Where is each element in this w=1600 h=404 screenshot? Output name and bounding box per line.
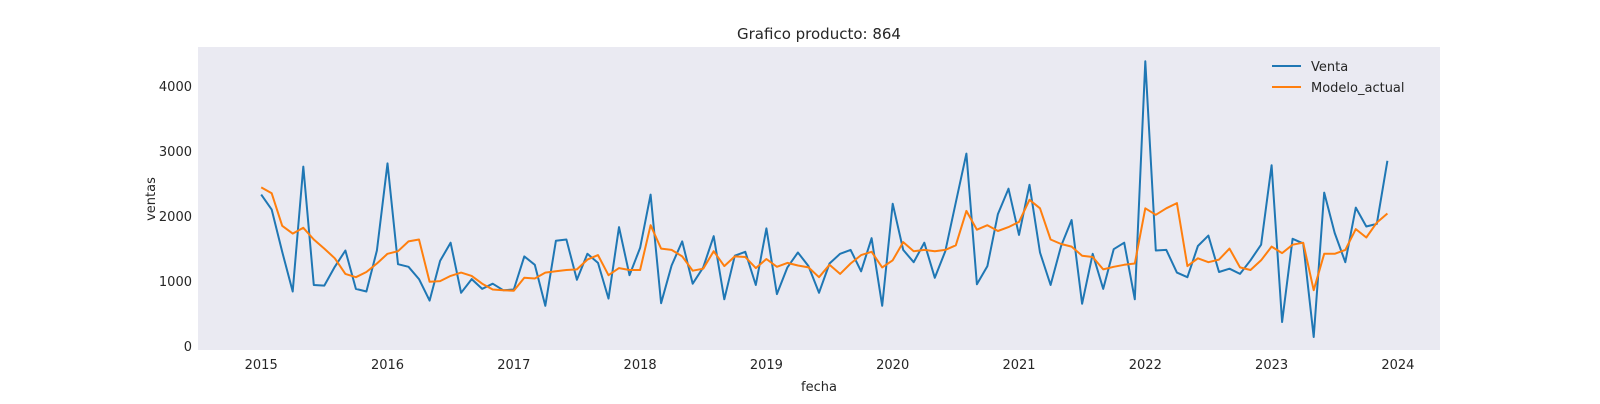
y-tick-label: 0 xyxy=(184,340,192,355)
y-tick-label: 4000 xyxy=(159,80,192,95)
x-axis: 2015 2016 2017 2018 2019 2020 2021 2022 2023 2024 xyxy=(245,358,1415,373)
legend-label: Venta xyxy=(1311,60,1348,75)
series-line-venta xyxy=(260,60,1389,338)
chart-title: Grafico producto: 864 xyxy=(737,25,901,43)
x-tick-label: 2018 xyxy=(624,358,657,373)
y-tick-label: 3000 xyxy=(159,145,192,160)
y-axis-label: ventas xyxy=(144,177,159,221)
x-tick-label: 2017 xyxy=(497,358,530,373)
y-tick-label: 1000 xyxy=(159,275,192,290)
legend-label: Modelo_actual xyxy=(1311,81,1405,96)
x-tick-label: 2015 xyxy=(245,358,278,373)
plot-area-background xyxy=(198,47,1440,350)
x-tick-label: 2023 xyxy=(1255,358,1288,373)
x-tick-label: 2016 xyxy=(371,358,404,373)
x-tick-label: 2024 xyxy=(1381,358,1414,373)
series-layer xyxy=(260,60,1389,338)
x-tick-label: 2019 xyxy=(750,358,783,373)
x-axis-label: fecha xyxy=(801,380,837,395)
legend: Venta Modelo_actual xyxy=(1272,60,1405,96)
y-axis: 0 1000 2000 3000 4000 xyxy=(159,80,192,355)
y-tick-label: 2000 xyxy=(159,210,192,225)
x-tick-label: 2022 xyxy=(1129,358,1162,373)
x-tick-label: 2020 xyxy=(876,358,909,373)
x-tick-label: 2021 xyxy=(1002,358,1035,373)
series-line-modelo-actual xyxy=(260,186,1389,292)
